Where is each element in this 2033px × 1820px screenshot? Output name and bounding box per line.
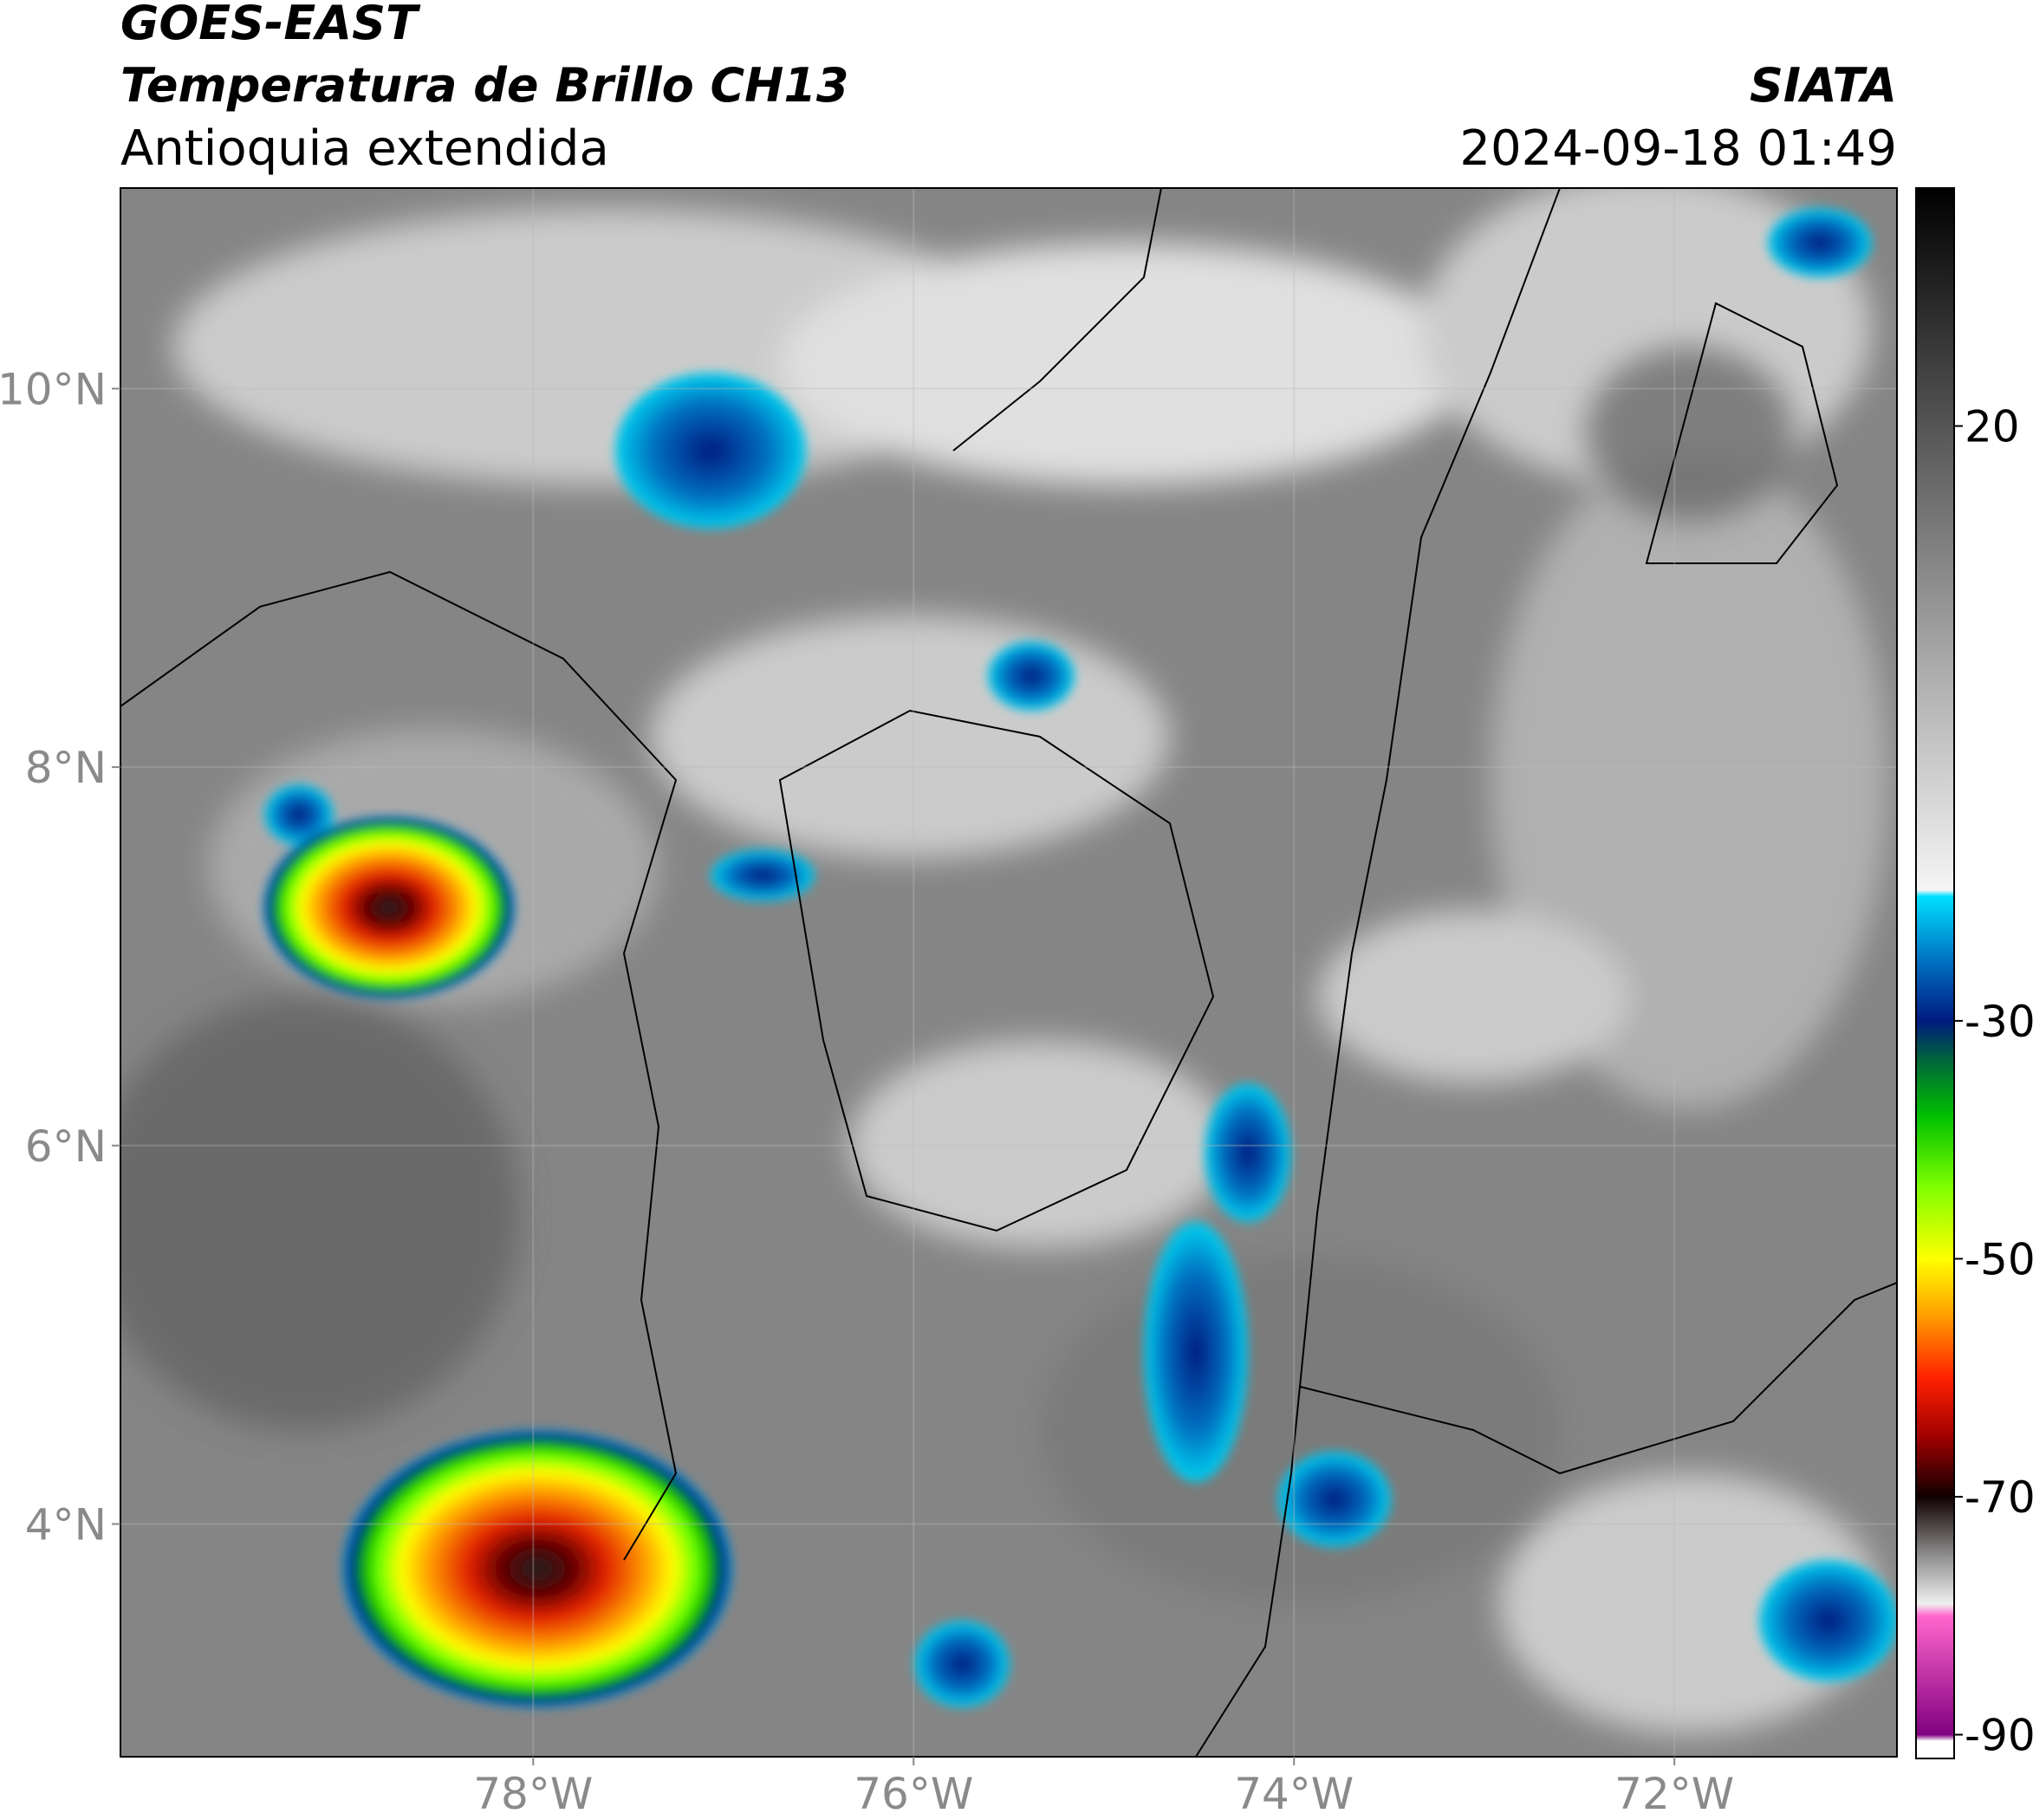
- colorbar-segment: [1916, 1740, 1954, 1759]
- colorbar-segment: [1916, 895, 1954, 962]
- colorbar-tick-label: 20: [1965, 402, 2020, 452]
- x-tick-label: 76°W: [854, 1769, 973, 1819]
- colorbar-segment: [1916, 889, 1954, 897]
- y-tick-label: 8°N: [25, 743, 107, 793]
- colorbar-segment: [1916, 1056, 1954, 1117]
- x-tick-label: 74°W: [1234, 1769, 1354, 1819]
- colorbar-segment: [1916, 1615, 1954, 1736]
- map-frame: [120, 187, 1898, 1758]
- colorbar-segment: [1916, 1734, 1954, 1741]
- colorbar-tick-label: -50: [1965, 1234, 2033, 1284]
- colorbar-segment: [1916, 1603, 1954, 1616]
- x-tick-label: 78°W: [473, 1769, 593, 1819]
- subtitle: Temperatura de Brillo CH13: [120, 58, 849, 113]
- colorbar-tick-label: -90: [1965, 1711, 2033, 1761]
- colorbar-segment: [1916, 1258, 1954, 1319]
- satellite-image: [120, 188, 1897, 1757]
- title: GOES-EAST: [120, 0, 421, 50]
- colorbar-segment: [1916, 426, 1954, 665]
- source: SIATA: [1750, 58, 1897, 113]
- colorbar-segment: [1916, 1377, 1954, 1438]
- colorbar-segment: [1916, 1020, 1954, 1057]
- datetime: 2024-09-18 01:49: [1459, 120, 1897, 177]
- region: Antioquia extendida: [120, 120, 609, 177]
- y-tick-label: 10°N: [0, 364, 107, 414]
- colorbar-segment: [1916, 1437, 1954, 1498]
- y-tick-label: 6°N: [25, 1121, 107, 1172]
- colorbar-frame: [1915, 187, 1955, 1759]
- colorbar-segment: [1916, 961, 1954, 1022]
- y-tick-label: 4°N: [25, 1499, 107, 1550]
- colorbar-tick-label: -70: [1965, 1472, 2033, 1523]
- colorbar-segment: [1916, 1115, 1954, 1188]
- colorbar-tick-label: -30: [1965, 997, 2033, 1047]
- colorbar-segment: [1916, 1318, 1954, 1379]
- x-tick-label: 72°W: [1614, 1769, 1734, 1819]
- colorbar-segment: [1916, 1556, 1954, 1605]
- colorbar-segment: [1916, 188, 1954, 427]
- colorbar-segment: [1916, 1187, 1954, 1259]
- colorbar-segment: [1916, 1497, 1954, 1557]
- colorbar-segment: [1916, 664, 1954, 891]
